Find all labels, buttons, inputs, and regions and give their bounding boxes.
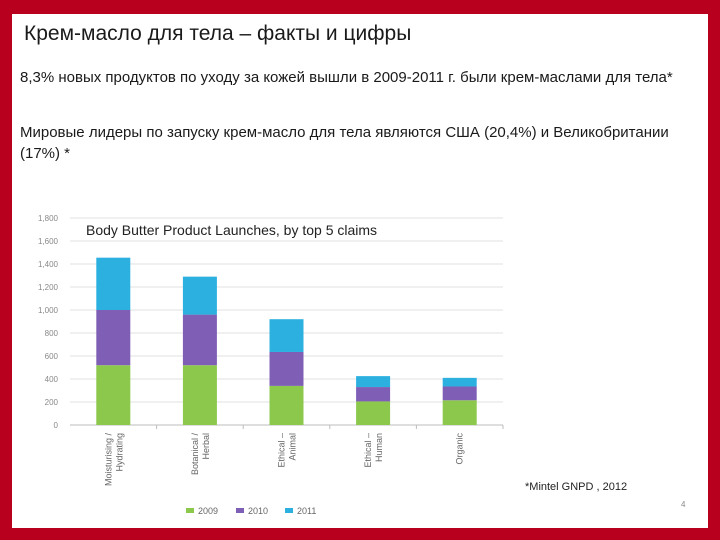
y-tick-label: 1,400 <box>38 260 59 269</box>
bar-segment <box>269 319 304 352</box>
y-tick-label: 800 <box>45 329 59 338</box>
chart-title: Body Butter Product Launches, by top 5 c… <box>86 222 378 238</box>
bar-segment <box>269 351 304 386</box>
x-tick-label: Organic <box>455 433 465 465</box>
page-number: 4 <box>681 500 686 509</box>
y-tick-label: 1,200 <box>38 283 59 292</box>
legend-swatch <box>285 508 293 513</box>
bar-segment <box>442 386 477 401</box>
bar-segment <box>356 401 391 425</box>
y-tick-label: 1,000 <box>38 306 59 315</box>
bar-segment <box>96 257 131 310</box>
fact-paragraph-2: Мировые лидеры по запуску крем-масло для… <box>20 124 669 162</box>
x-tick-label: Ethical –Animal <box>277 433 298 468</box>
bar-segment <box>269 385 304 425</box>
bar-segment <box>442 377 477 387</box>
bar-segment <box>182 276 217 315</box>
legend-label: 2010 <box>248 506 268 516</box>
y-tick-label: 600 <box>45 352 59 361</box>
y-tick-label: 0 <box>54 421 59 430</box>
page-title: Крем-масло для тела – факты и цифры <box>24 22 412 45</box>
y-tick-label: 1,800 <box>38 214 59 223</box>
y-tick-label: 400 <box>45 375 59 384</box>
fact-paragraph-1: 8,3% новых продуктов по уходу за кожей в… <box>20 69 673 86</box>
bar-segment <box>182 314 217 366</box>
legend-label: 2009 <box>198 506 218 516</box>
bar-segment <box>96 365 131 425</box>
y-tick-label: 200 <box>45 398 59 407</box>
bar-segment <box>356 376 391 388</box>
x-tick-label: Moisturising /Hydrating <box>103 433 124 487</box>
x-tick-label: Ethical –Human <box>363 433 384 468</box>
bar-segment <box>356 387 391 402</box>
legend-swatch <box>236 508 244 513</box>
legend-label: 2011 <box>297 506 316 516</box>
legend-swatch <box>186 508 194 513</box>
x-tick-label: Botanical /Herbal <box>190 433 211 476</box>
source-note: *Mintel GNPD , 2012 <box>525 481 628 493</box>
bar-segment <box>182 365 217 425</box>
bar-segment <box>96 310 131 366</box>
y-tick-label: 1,600 <box>38 237 59 246</box>
bar-segment <box>442 400 477 425</box>
